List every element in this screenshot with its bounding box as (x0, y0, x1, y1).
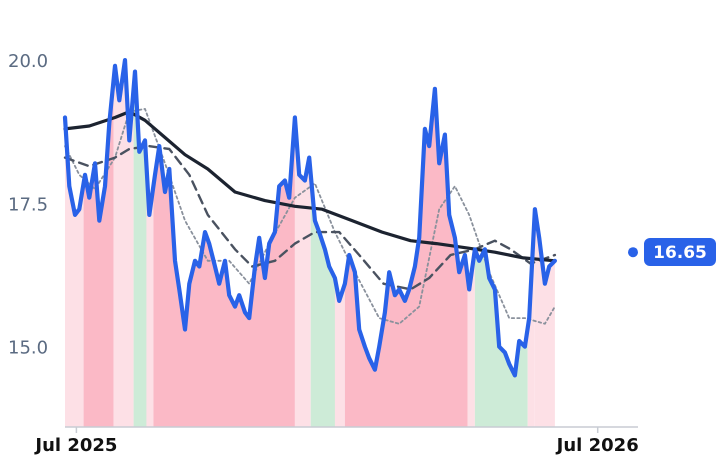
regime-bands (65, 20, 604, 427)
band-0 (65, 60, 84, 427)
band-11 (474, 60, 528, 427)
band-16 (583, 20, 604, 427)
band-6 (294, 60, 311, 427)
y-tick-label-1: 17.5 (8, 194, 48, 215)
x-axis-ticks: Jul 2025 Jul 2026 (33, 427, 639, 456)
last-value-marker: 16.65 (628, 238, 716, 266)
last-value-badge (644, 238, 716, 266)
series-lines (62, 58, 557, 378)
series-line-price (62, 58, 557, 378)
band-14 (558, 20, 579, 427)
x-tick-label-1: Jul 2026 (555, 435, 639, 456)
band-15 (579, 20, 583, 427)
series-line-short-ma (64, 108, 556, 325)
last-value-dot (628, 247, 638, 258)
y-axis-ticks: 15.0 17.5 20.0 (8, 51, 48, 359)
y-tick-label-0: 15.0 (8, 338, 48, 359)
x-tick-label-0: Jul 2025 (33, 435, 117, 456)
band-3 (133, 60, 147, 427)
last-value-label: 16.65 (653, 243, 707, 263)
y-tick-label-2: 20.0 (8, 51, 48, 72)
band-2 (113, 60, 134, 427)
band-4 (146, 60, 154, 427)
band-1 (83, 60, 114, 427)
band-8 (334, 60, 345, 427)
series-line-mid-ma (63, 144, 557, 291)
